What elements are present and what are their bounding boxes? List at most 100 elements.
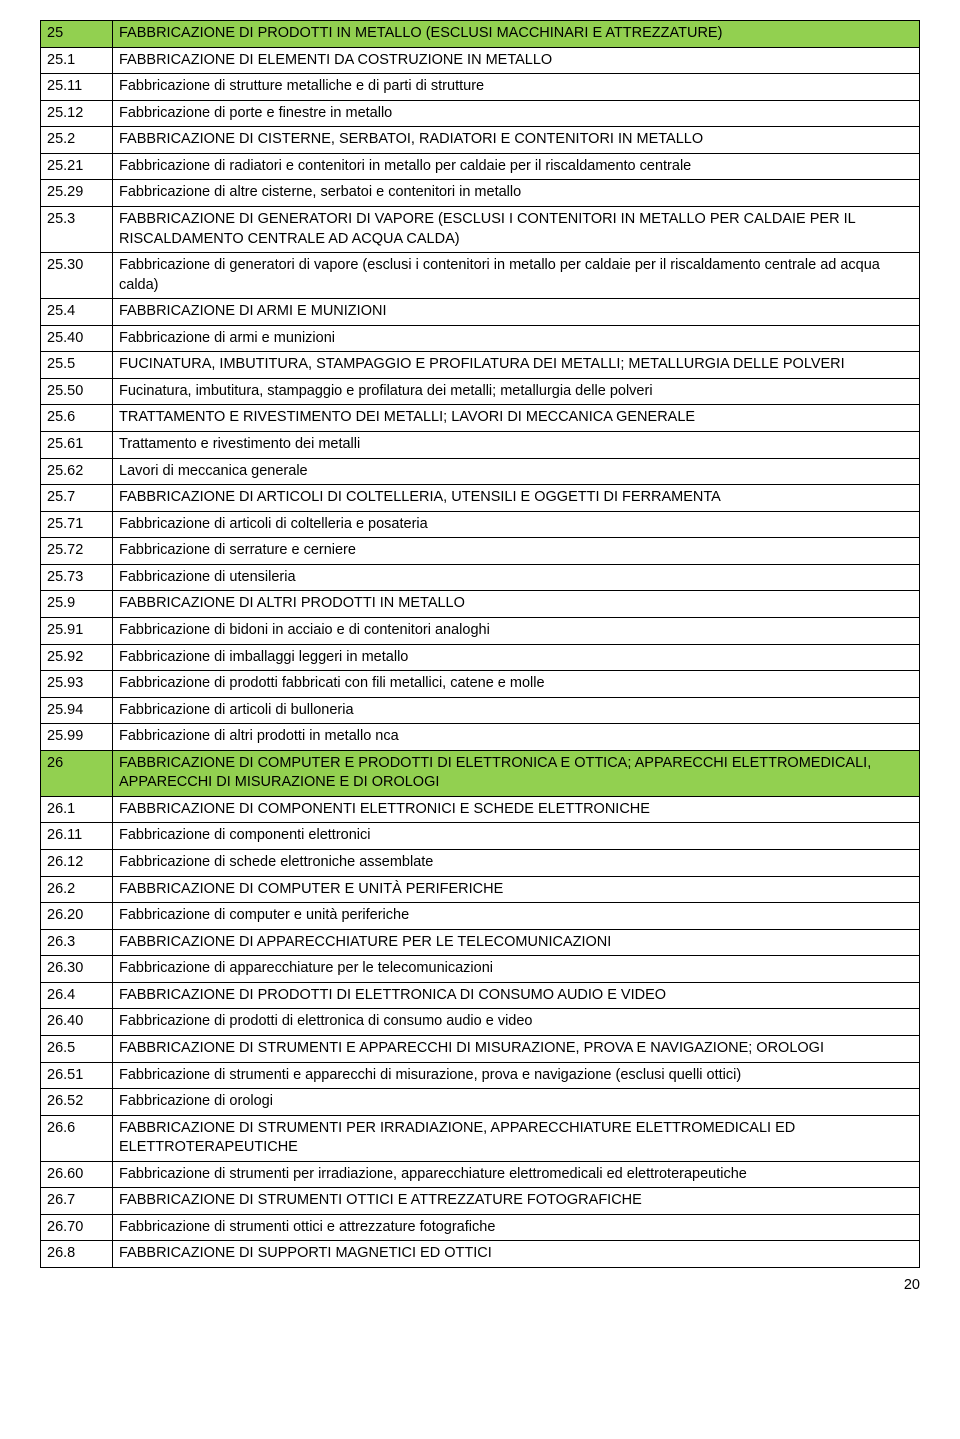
description-cell: Fabbricazione di strumenti e apparecchi … bbox=[113, 1062, 920, 1089]
table-row: 25.7FABBRICAZIONE DI ARTICOLI DI COLTELL… bbox=[41, 485, 920, 512]
table-row: 25.6TRATTAMENTO E RIVESTIMENTO DEI METAL… bbox=[41, 405, 920, 432]
description-cell: FABBRICAZIONE DI ELEMENTI DA COSTRUZIONE… bbox=[113, 47, 920, 74]
table-row: 25FABBRICAZIONE DI PRODOTTI IN METALLO (… bbox=[41, 21, 920, 48]
code-cell: 25.29 bbox=[41, 180, 113, 207]
code-cell: 26.2 bbox=[41, 876, 113, 903]
table-row: 25.50Fucinatura, imbutitura, stampaggio … bbox=[41, 378, 920, 405]
code-cell: 26.5 bbox=[41, 1035, 113, 1062]
code-cell: 26.11 bbox=[41, 823, 113, 850]
code-cell: 25.93 bbox=[41, 671, 113, 698]
description-cell: Fabbricazione di altri prodotti in metal… bbox=[113, 724, 920, 751]
table-row: 25.62Lavori di meccanica generale bbox=[41, 458, 920, 485]
table-row: 25.92Fabbricazione di imballaggi leggeri… bbox=[41, 644, 920, 671]
description-cell: Fabbricazione di serrature e cerniere bbox=[113, 538, 920, 565]
table-row: 25.11Fabbricazione di strutture metallic… bbox=[41, 74, 920, 101]
code-cell: 26.1 bbox=[41, 796, 113, 823]
code-cell: 25.5 bbox=[41, 352, 113, 379]
code-cell: 25.9 bbox=[41, 591, 113, 618]
code-cell: 25.1 bbox=[41, 47, 113, 74]
code-cell: 26.52 bbox=[41, 1089, 113, 1116]
description-cell: FABBRICAZIONE DI COMPONENTI ELETTRONICI … bbox=[113, 796, 920, 823]
table-row: 26.3FABBRICAZIONE DI APPARECCHIATURE PER… bbox=[41, 929, 920, 956]
description-cell: Fabbricazione di altre cisterne, serbato… bbox=[113, 180, 920, 207]
table-row: 25.9FABBRICAZIONE DI ALTRI PRODOTTI IN M… bbox=[41, 591, 920, 618]
table-row: 25.40Fabbricazione di armi e munizioni bbox=[41, 325, 920, 352]
page-number: 20 bbox=[40, 1276, 920, 1296]
description-cell: Fabbricazione di generatori di vapore (e… bbox=[113, 253, 920, 299]
table-row: 26.20Fabbricazione di computer e unità p… bbox=[41, 903, 920, 930]
description-cell: Fabbricazione di porte e finestre in met… bbox=[113, 100, 920, 127]
description-cell: Fabbricazione di componenti elettronici bbox=[113, 823, 920, 850]
code-cell: 26.3 bbox=[41, 929, 113, 956]
description-cell: FABBRICAZIONE DI PRODOTTI IN METALLO (ES… bbox=[113, 21, 920, 48]
code-cell: 25.12 bbox=[41, 100, 113, 127]
table-row: 26FABBRICAZIONE DI COMPUTER E PRODOTTI D… bbox=[41, 750, 920, 796]
code-cell: 26.51 bbox=[41, 1062, 113, 1089]
table-row: 25.91Fabbricazione di bidoni in acciaio … bbox=[41, 617, 920, 644]
table-row: 26.7FABBRICAZIONE DI STRUMENTI OTTICI E … bbox=[41, 1188, 920, 1215]
description-cell: Fabbricazione di bidoni in acciaio e di … bbox=[113, 617, 920, 644]
description-cell: Fabbricazione di strutture metalliche e … bbox=[113, 74, 920, 101]
table-row: 25.94Fabbricazione di articoli di bullon… bbox=[41, 697, 920, 724]
description-cell: FABBRICAZIONE DI PRODOTTI DI ELETTRONICA… bbox=[113, 982, 920, 1009]
code-cell: 25.73 bbox=[41, 564, 113, 591]
description-cell: FABBRICAZIONE DI STRUMENTI PER IRRADIAZI… bbox=[113, 1115, 920, 1161]
description-cell: FABBRICAZIONE DI STRUMENTI OTTICI E ATTR… bbox=[113, 1188, 920, 1215]
table-row: 26.12Fabbricazione di schede elettronich… bbox=[41, 850, 920, 877]
table-row: 25.5FUCINATURA, IMBUTITURA, STAMPAGGIO E… bbox=[41, 352, 920, 379]
code-cell: 26.30 bbox=[41, 956, 113, 983]
description-cell: Fabbricazione di schede elettroniche ass… bbox=[113, 850, 920, 877]
table-row: 26.70Fabbricazione di strumenti ottici e… bbox=[41, 1214, 920, 1241]
code-cell: 25.50 bbox=[41, 378, 113, 405]
code-cell: 25 bbox=[41, 21, 113, 48]
description-cell: Fabbricazione di imballaggi leggeri in m… bbox=[113, 644, 920, 671]
table-row: 26.40Fabbricazione di prodotti di elettr… bbox=[41, 1009, 920, 1036]
table-row: 25.29Fabbricazione di altre cisterne, se… bbox=[41, 180, 920, 207]
table-row: 25.30Fabbricazione di generatori di vapo… bbox=[41, 253, 920, 299]
table-row: 25.99Fabbricazione di altri prodotti in … bbox=[41, 724, 920, 751]
code-cell: 26 bbox=[41, 750, 113, 796]
code-cell: 25.61 bbox=[41, 432, 113, 459]
table-row: 25.2FABBRICAZIONE DI CISTERNE, SERBATOI,… bbox=[41, 127, 920, 154]
code-cell: 25.91 bbox=[41, 617, 113, 644]
description-cell: FABBRICAZIONE DI CISTERNE, SERBATOI, RAD… bbox=[113, 127, 920, 154]
description-cell: Lavori di meccanica generale bbox=[113, 458, 920, 485]
table-row: 25.93Fabbricazione di prodotti fabbricat… bbox=[41, 671, 920, 698]
description-cell: Fabbricazione di computer e unità perife… bbox=[113, 903, 920, 930]
code-cell: 26.60 bbox=[41, 1161, 113, 1188]
description-cell: FABBRICAZIONE DI STRUMENTI E APPARECCHI … bbox=[113, 1035, 920, 1062]
table-row: 25.72Fabbricazione di serrature e cernie… bbox=[41, 538, 920, 565]
code-cell: 26.8 bbox=[41, 1241, 113, 1268]
table-row: 26.4FABBRICAZIONE DI PRODOTTI DI ELETTRO… bbox=[41, 982, 920, 1009]
table-row: 26.52Fabbricazione di orologi bbox=[41, 1089, 920, 1116]
description-cell: Fabbricazione di articoli di bulloneria bbox=[113, 697, 920, 724]
code-cell: 25.99 bbox=[41, 724, 113, 751]
description-cell: FABBRICAZIONE DI COMPUTER E UNITÀ PERIFE… bbox=[113, 876, 920, 903]
code-cell: 25.72 bbox=[41, 538, 113, 565]
code-cell: 26.6 bbox=[41, 1115, 113, 1161]
code-cell: 25.4 bbox=[41, 299, 113, 326]
description-cell: FABBRICAZIONE DI ALTRI PRODOTTI IN METAL… bbox=[113, 591, 920, 618]
code-cell: 26.7 bbox=[41, 1188, 113, 1215]
description-cell: FABBRICAZIONE DI ARTICOLI DI COLTELLERIA… bbox=[113, 485, 920, 512]
table-row: 26.51Fabbricazione di strumenti e appare… bbox=[41, 1062, 920, 1089]
code-cell: 25.40 bbox=[41, 325, 113, 352]
code-cell: 26.40 bbox=[41, 1009, 113, 1036]
description-cell: Fabbricazione di prodotti di elettronica… bbox=[113, 1009, 920, 1036]
description-cell: Fabbricazione di orologi bbox=[113, 1089, 920, 1116]
code-cell: 25.6 bbox=[41, 405, 113, 432]
code-cell: 26.12 bbox=[41, 850, 113, 877]
table-row: 26.30Fabbricazione di apparecchiature pe… bbox=[41, 956, 920, 983]
code-cell: 25.92 bbox=[41, 644, 113, 671]
table-row: 25.1FABBRICAZIONE DI ELEMENTI DA COSTRUZ… bbox=[41, 47, 920, 74]
code-cell: 25.2 bbox=[41, 127, 113, 154]
table-row: 25.61Trattamento e rivestimento dei meta… bbox=[41, 432, 920, 459]
description-cell: Fabbricazione di articoli di coltelleria… bbox=[113, 511, 920, 538]
code-cell: 26.4 bbox=[41, 982, 113, 1009]
description-cell: Trattamento e rivestimento dei metalli bbox=[113, 432, 920, 459]
code-cell: 26.20 bbox=[41, 903, 113, 930]
code-cell: 26.70 bbox=[41, 1214, 113, 1241]
code-cell: 25.11 bbox=[41, 74, 113, 101]
code-cell: 25.30 bbox=[41, 253, 113, 299]
description-cell: FABBRICAZIONE DI APPARECCHIATURE PER LE … bbox=[113, 929, 920, 956]
